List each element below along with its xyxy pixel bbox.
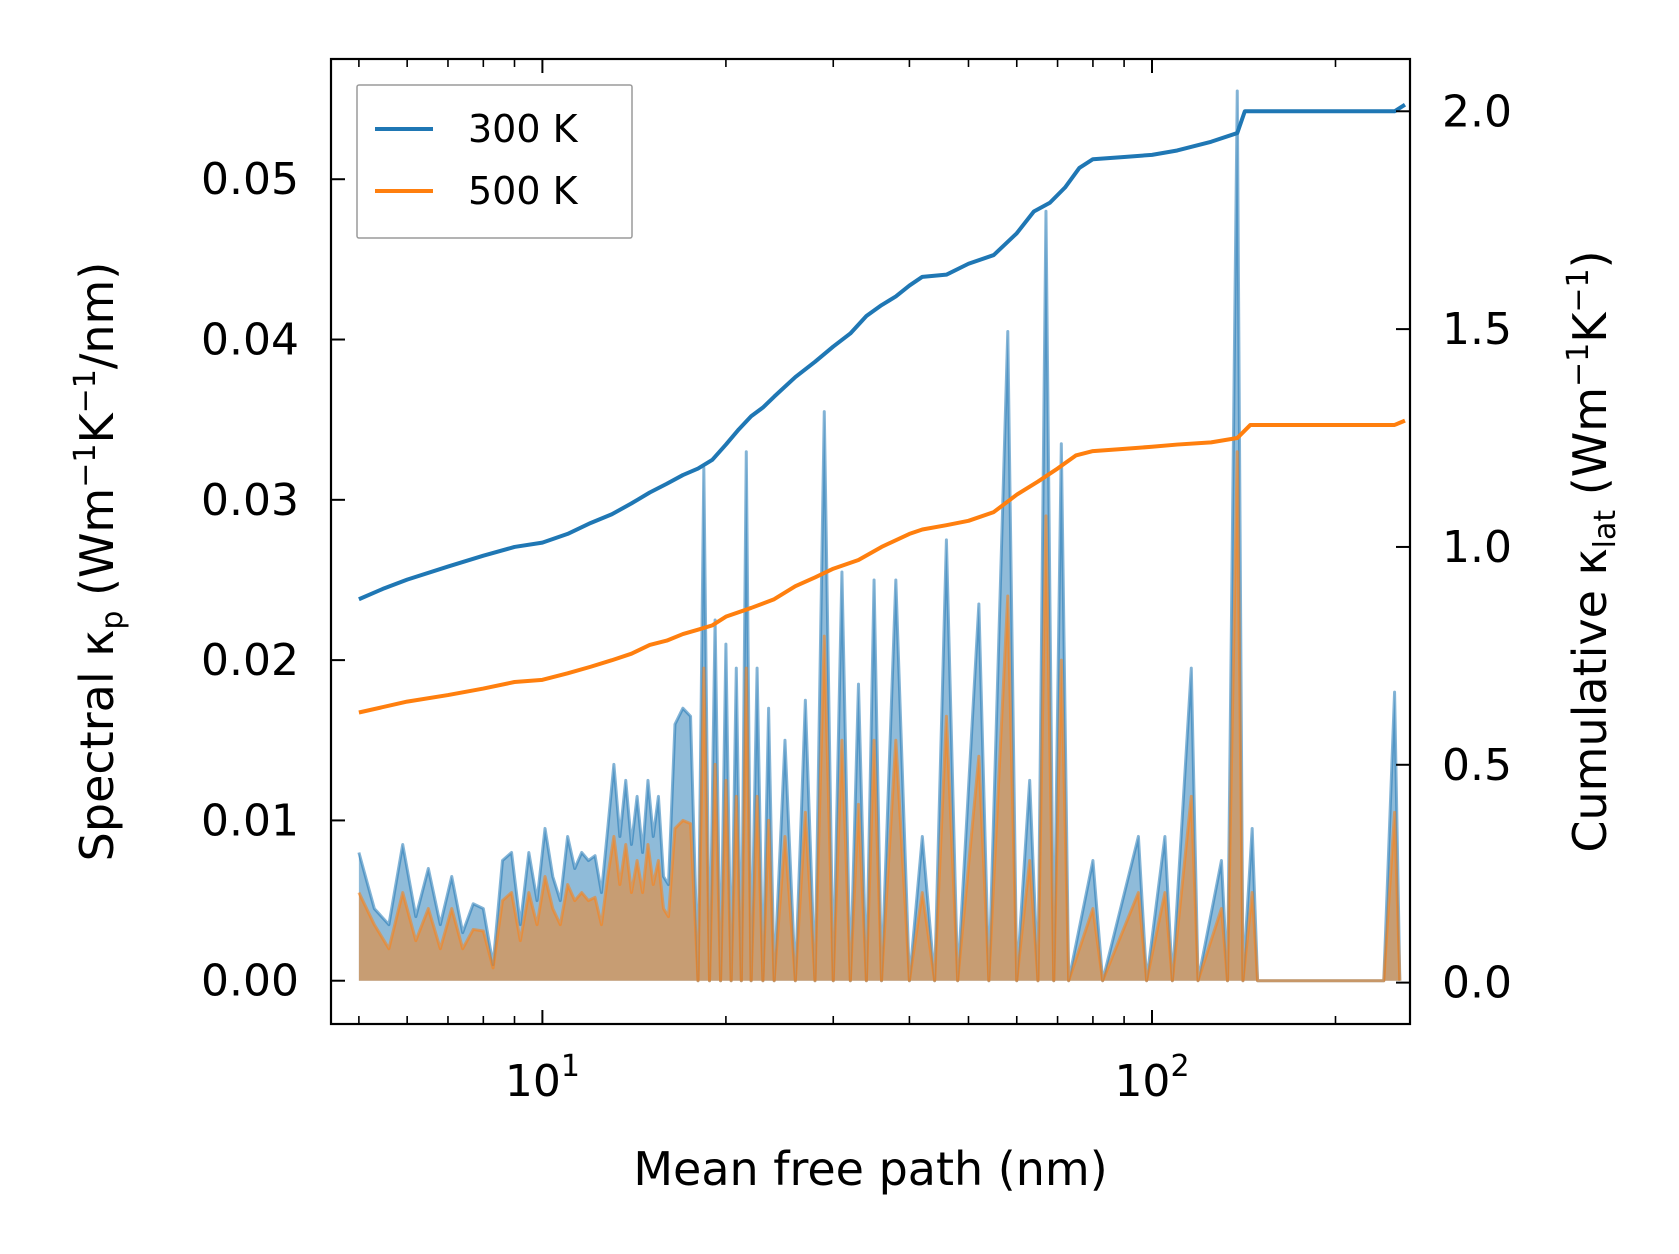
y-left-axis-label: Spectral κp (Wm−1K−1/nm) xyxy=(68,262,130,862)
legend: 300 K 500 K xyxy=(356,84,633,239)
legend-label-300k: 300 K xyxy=(468,107,579,151)
cumulative-line-300k xyxy=(358,103,1407,602)
y-right-label-part: K xyxy=(1563,311,1617,343)
x-tick-label-base: 10 xyxy=(1114,1056,1170,1107)
x-tick-label: 102 xyxy=(1114,1049,1189,1107)
plot-frame xyxy=(329,57,1412,1026)
spectral-line-300k xyxy=(357,89,1402,983)
cumulative-line-500k xyxy=(358,418,1406,715)
y-right-label-sup: −1 xyxy=(1561,268,1596,312)
y-left-tick-label: 0.00 xyxy=(201,956,299,1007)
y-left-label-part: /nm) xyxy=(70,262,124,369)
y-right-label-sup: −1 xyxy=(1561,343,1596,387)
y-right-label-part: Cumulative κ xyxy=(1563,548,1617,852)
y-left-label-part: (Wm xyxy=(70,488,124,611)
spectral-line-500k xyxy=(357,450,1402,983)
y-right-axis-label: Cumulative κlat (Wm−1K−1) xyxy=(1561,250,1623,852)
y-left-tick-label: 0.02 xyxy=(201,635,299,686)
y-right-label-part: (Wm xyxy=(1563,387,1617,510)
y-right-tick-label: 1.0 xyxy=(1442,522,1512,573)
cumulative-layer xyxy=(358,103,1407,715)
y-left-tick-label: 0.01 xyxy=(201,795,299,846)
y-left-tick-label: 0.03 xyxy=(201,475,299,526)
y-left-label-sub: p xyxy=(95,611,130,630)
y-right-label-part: ) xyxy=(1563,250,1617,268)
y-left-tick-label: 0.05 xyxy=(201,154,299,205)
x-tick-label-exp: 1 xyxy=(561,1049,580,1084)
x-axis-label: Mean free path (nm) xyxy=(633,1142,1107,1196)
y-right-tick-label: 1.5 xyxy=(1442,304,1512,355)
y-right-label-sub: lat xyxy=(1588,510,1623,549)
y-left-label-part: K xyxy=(70,412,124,444)
y-left-tick-label: 0.04 xyxy=(201,315,299,366)
ticks-layer: 0.00 0.01 0.02 0.03 0.04 0.05 0.0 0.5 1.0 1.5 2.0 1… xyxy=(201,59,1512,1107)
x-tick-label: 101 xyxy=(505,1049,580,1107)
x-tick-label-base: 10 xyxy=(505,1056,561,1107)
legend-label-500k: 500 K xyxy=(468,169,579,213)
legend-box xyxy=(356,84,633,239)
y-left-label-sup: −1 xyxy=(68,444,103,488)
spectral-layer xyxy=(357,89,1402,983)
y-left-label-part: Spectral κ xyxy=(70,630,124,862)
y-left-label-sup: −1 xyxy=(68,369,103,413)
y-right-tick-label: 2.0 xyxy=(1442,86,1512,137)
y-right-tick-label: 0.0 xyxy=(1442,958,1512,1009)
x-tick-label-exp: 2 xyxy=(1170,1049,1189,1084)
y-right-tick-label: 0.5 xyxy=(1442,740,1512,791)
